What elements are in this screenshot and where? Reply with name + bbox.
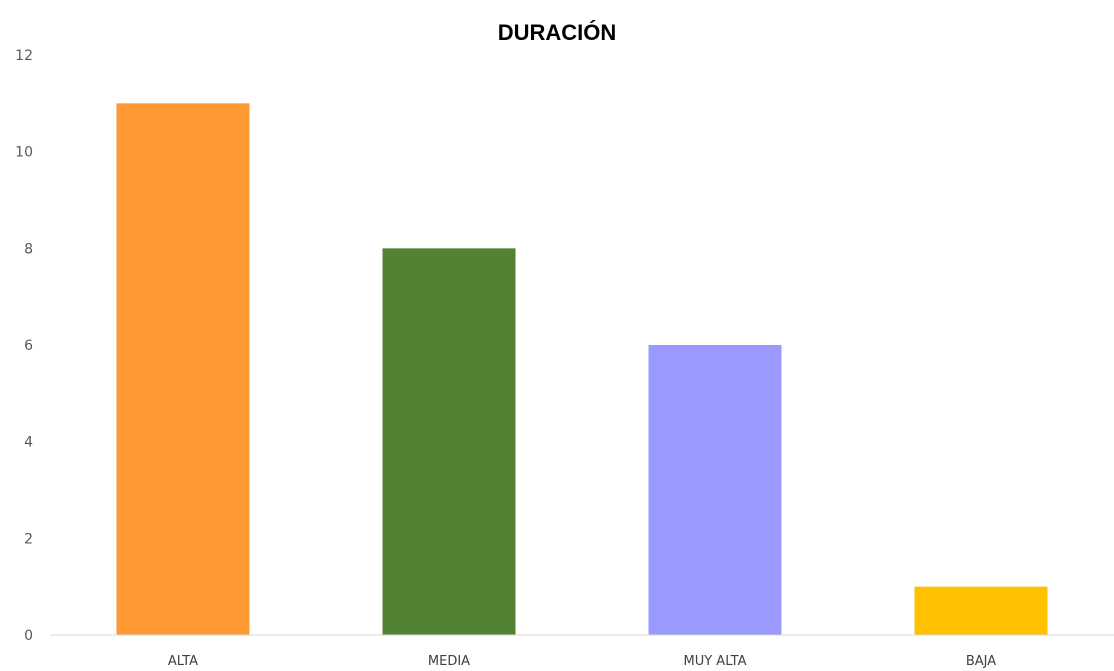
x-category-label: MEDIA xyxy=(428,654,470,669)
x-axis-labels: ALTA MEDIA MUY ALTA BAJA xyxy=(168,654,996,669)
x-category-label: ALTA xyxy=(168,654,198,669)
y-tick-label: 12 xyxy=(15,48,33,64)
y-tick-label: 8 xyxy=(24,241,33,257)
y-tick-label: 4 xyxy=(24,435,33,451)
bar-muy-alta xyxy=(648,345,782,635)
bar-alta xyxy=(116,103,250,636)
y-tick-label: 0 xyxy=(24,628,33,644)
bar-media xyxy=(382,248,516,636)
y-tick-label: 10 xyxy=(15,145,33,161)
chart-title: DURACIÓN xyxy=(498,20,617,45)
y-axis-ticks: 0 2 4 6 8 10 12 xyxy=(15,48,33,644)
bars-group xyxy=(116,103,1048,636)
y-tick-label: 2 xyxy=(24,531,33,547)
bar-baja xyxy=(914,586,1048,635)
y-tick-label: 6 xyxy=(24,338,33,354)
x-category-label: BAJA xyxy=(966,654,996,669)
x-category-label: MUY ALTA xyxy=(684,654,747,669)
